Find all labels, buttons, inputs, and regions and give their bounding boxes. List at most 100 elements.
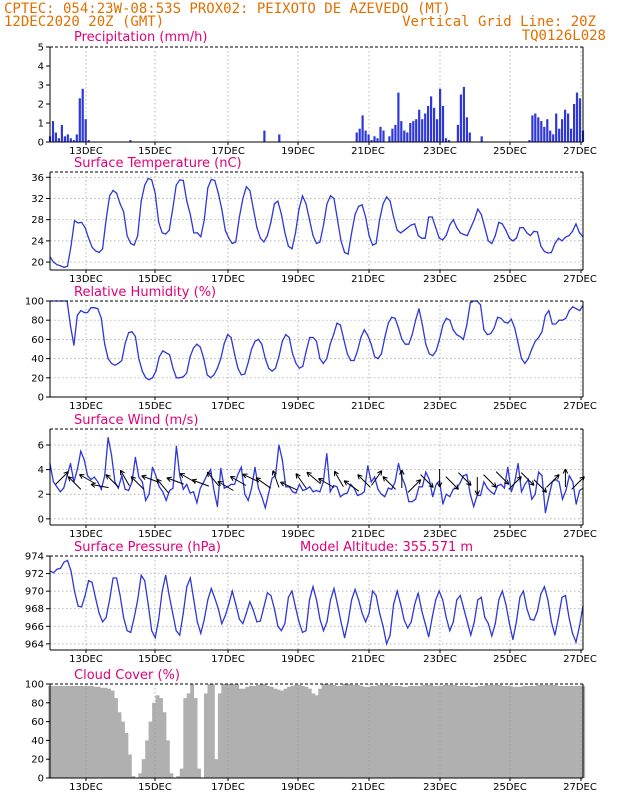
data-point [391,316,393,318]
cloud-bar [522,685,527,778]
x-tick-label: 27DEC [563,401,597,412]
precipitation-bar [364,130,367,142]
data-point [476,494,478,497]
data-point [309,486,311,488]
data-point [151,377,154,379]
data-point [498,599,500,601]
x-tick-label: 15DEC [138,529,172,540]
cloud-bar [183,698,188,778]
cloud-bar [249,685,253,778]
cloud-bar [297,684,302,778]
data-point [484,227,486,229]
data-point [154,637,156,639]
data-point [98,251,100,254]
data-point [438,237,440,239]
data-point [251,348,253,350]
wind-arrow [206,471,220,487]
data-point [172,612,174,614]
data-point [568,475,570,477]
data-point [56,264,58,266]
series-line [49,559,584,647]
data-point [339,496,341,498]
data-point [312,235,314,237]
data-point [287,245,289,247]
cloud-bar [425,684,430,778]
data-point [483,329,485,331]
x-tick-label: 19DEC [281,782,315,793]
data-point [298,367,300,369]
data-point [435,350,437,352]
cloud-bar [567,685,572,778]
data-point [431,616,433,619]
data-point [90,307,92,309]
data-point [228,603,230,605]
data-point [356,350,359,352]
data-point [491,635,493,637]
data-point [301,631,304,634]
cloud-bar [415,685,419,778]
x-tick-label: 13DEC [69,274,103,285]
data-point [305,488,307,490]
y-tick-label: 970 [25,587,44,598]
y-tick-label: 100 [25,680,44,691]
wind-arrow [371,470,383,486]
data-point [565,489,567,492]
data-point [264,358,266,360]
data-point [186,586,188,588]
data-point [452,219,454,221]
cloud-bar [342,684,347,778]
data-point [456,227,458,229]
data-point [470,227,472,229]
y-tick-label: 80 [31,316,44,327]
data-point [480,213,482,215]
cloud-bar [564,685,568,778]
data-point [531,498,533,500]
data-point [145,499,147,501]
header-model-id: TQ0126L028 [522,28,606,44]
cloud-bar [453,684,458,778]
data-point [52,300,55,302]
precipitation-bar [367,134,370,142]
data-point [404,343,406,345]
data-point [130,631,132,634]
data-point [386,643,388,645]
cloud-bar [325,684,330,778]
data-point [403,229,405,231]
data-point [298,208,300,210]
data-point [548,496,550,498]
data-point [199,487,201,489]
data-point [368,612,370,614]
data-point [379,219,381,221]
y-tick-label: 964 [25,639,44,650]
series-line [49,177,584,269]
series-line [50,300,584,381]
data-point [151,630,153,632]
wind-arrow [318,478,335,488]
data-point [411,334,413,336]
precipitation-bar [444,138,448,142]
data-point [326,453,328,455]
data-point [487,240,489,242]
data-point [137,235,139,237]
data-point [251,487,253,489]
data-point [83,459,85,461]
header-grid-note: Vertical Grid Line: 20Z [402,14,596,30]
precipitation-bar [403,130,406,142]
data-point [196,232,198,234]
data-point [353,359,355,362]
data-point [414,603,416,605]
x-tick-label: 21DEC [351,401,385,412]
cloud-bar [93,686,98,778]
cloud-bar [546,684,551,778]
data-point [404,485,406,487]
precipitation-bar [409,123,412,142]
data-point [302,489,304,492]
data-point [326,621,328,623]
cloud-bar [529,685,534,778]
cloud-bar [110,690,115,778]
data-point [165,574,167,576]
data-point [445,616,447,619]
cloud-bar [560,685,565,778]
data-point [333,485,335,487]
data-point [408,343,410,345]
